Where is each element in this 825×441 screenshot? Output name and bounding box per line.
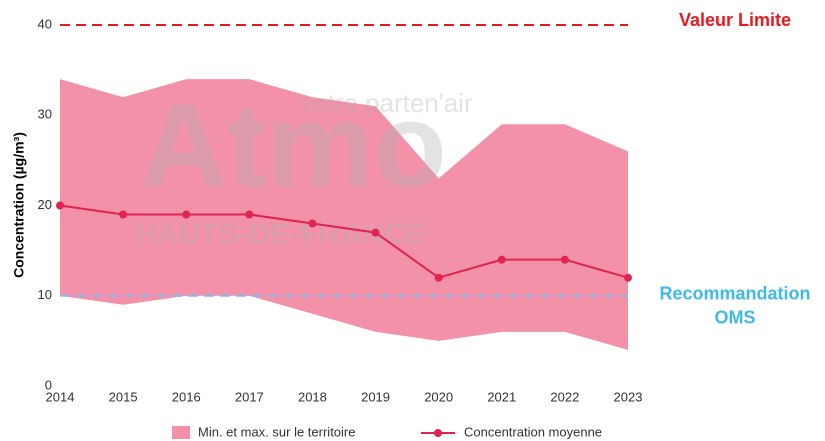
mean-point	[434, 273, 443, 282]
mean-point	[624, 273, 632, 282]
watermark-brand: Atmo	[140, 79, 447, 213]
mean-point	[119, 210, 128, 219]
mean-line	[59, 204, 629, 279]
range-area	[60, 79, 628, 350]
legend-dot	[434, 429, 442, 437]
watermark-region: HAUTS-DE-FRANCE	[135, 218, 425, 251]
y-tick-label: 10	[38, 287, 52, 302]
y-tick-label: 0	[45, 377, 52, 392]
mean-point	[371, 228, 380, 237]
mean-point	[308, 219, 317, 228]
x-tick-label: 2019	[361, 389, 390, 404]
x-tick-label: 2016	[172, 389, 201, 404]
x-tick-label: 2021	[487, 389, 516, 404]
x-tick-label: 2020	[424, 389, 453, 404]
x-tick-label: 2015	[109, 389, 138, 404]
legend-swatch	[172, 426, 190, 439]
watermark-tagline: votre parten'air	[300, 88, 473, 118]
x-tick-label: 2023	[614, 389, 643, 404]
y-tick-label: 30	[38, 107, 52, 122]
legend-label: Concentration moyenne	[464, 424, 602, 439]
y-axis-label: Concentration (µg/m³)	[11, 132, 27, 278]
mean-point	[182, 210, 191, 219]
x-tick-label: 2014	[46, 389, 75, 404]
mean-point	[560, 255, 569, 264]
mean-point	[497, 255, 506, 264]
reference-label: OMS	[714, 308, 755, 328]
y-tick-label: 20	[38, 197, 52, 212]
x-tick-label: 2022	[550, 389, 579, 404]
legend-label: Min. et max. sur le territoire	[198, 424, 356, 439]
reference-label: Valeur Limite	[679, 10, 791, 30]
reference-label: Recommandation	[659, 284, 810, 304]
x-tick-label: 2018	[298, 389, 327, 404]
x-tick-label: 2017	[235, 389, 264, 404]
mean-point	[245, 210, 254, 219]
y-tick-label: 40	[38, 16, 52, 31]
mean-point	[56, 201, 64, 210]
